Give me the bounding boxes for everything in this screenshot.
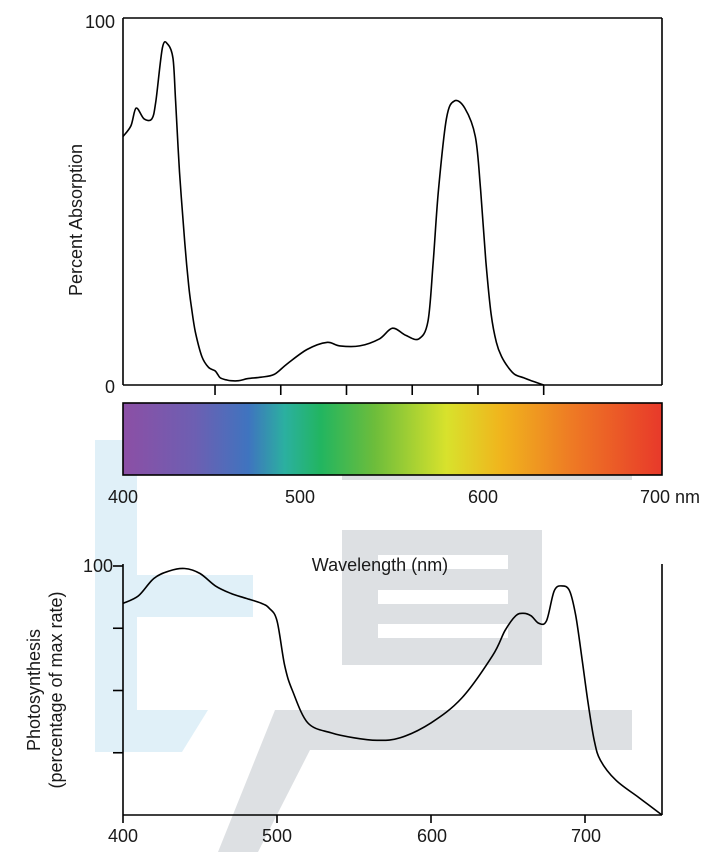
photosynthesis-x-tick-label-400: 400 — [108, 826, 138, 846]
photosynthesis-y-ticks — [113, 565, 123, 754]
absorption-x-ticks — [214, 385, 545, 395]
photosynthesis-x-tick-label-700: 700 — [571, 826, 601, 846]
photosynthesis-x-tick-label-500: 500 — [262, 826, 292, 846]
photosynthesis-curve — [122, 567, 663, 816]
absorption-chart: 100 0 Percent Absorption — [66, 12, 663, 397]
spectrum-tick-label-400: 400 — [108, 487, 138, 507]
photosynthesis-y-tick-label-100: 100 — [83, 556, 113, 576]
photosynthesis-x-ticks — [122, 815, 586, 823]
absorption-y-tick-label-100: 100 — [85, 12, 115, 32]
photosynthesis-y-axis-label-line: Photosynthesis — [24, 629, 44, 751]
spectrum-tick-label-600: 600 — [468, 487, 498, 507]
absorption-curve — [122, 40, 544, 386]
photosynthesis-y-axis-label-line: (percentage of max rate) — [46, 591, 66, 788]
wavelength-axis-label: Wavelength (nm) — [312, 555, 448, 575]
spectrum-tick-label-500: 500 — [285, 487, 315, 507]
watermark-logo — [95, 440, 632, 852]
visible-spectrum-bar — [122, 402, 663, 476]
absorption-y-tick-label-0: 0 — [105, 377, 115, 397]
spectrum-tick-label-700: 700 nm — [640, 487, 700, 507]
photosynthesis-chart: 100 400 500 600 700 Photosynthesis (perce… — [24, 556, 663, 846]
absorption-y-axis-label: Percent Absorption — [66, 144, 86, 296]
photosynthesis-x-tick-label-600: 600 — [417, 826, 447, 846]
photosynthesis-y-axis-label: Photosynthesis (percentage of max rate) — [24, 591, 66, 788]
spectrum-bar-group: 400 500 600 700 nm Wavelength (nm) — [108, 402, 700, 575]
